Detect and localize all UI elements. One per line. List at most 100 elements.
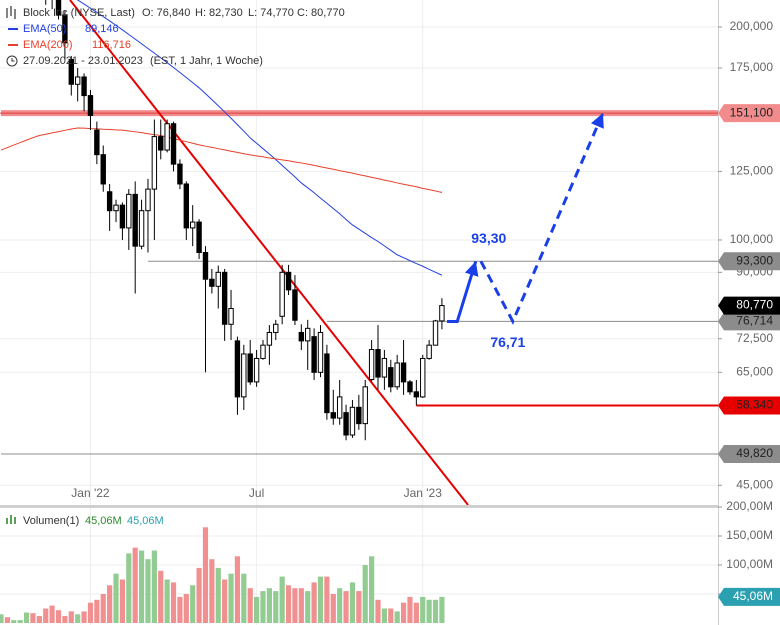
volume-bar bbox=[11, 620, 17, 623]
volume-bar bbox=[126, 553, 132, 623]
candle-body bbox=[164, 123, 170, 151]
target-label: 93,30 bbox=[471, 230, 506, 246]
candle-body bbox=[87, 95, 94, 116]
volume-bar bbox=[369, 556, 375, 623]
x-tick-label: Jul bbox=[249, 486, 264, 500]
x-tick-label: Jan '23 bbox=[404, 486, 443, 500]
candle-body bbox=[356, 406, 362, 425]
volume-bar bbox=[94, 599, 100, 623]
volume-bar bbox=[432, 599, 439, 623]
y-tick-label: 100,000 bbox=[730, 232, 774, 246]
volume-bar bbox=[285, 585, 292, 623]
volume-bar bbox=[107, 585, 113, 623]
volume-bar bbox=[0, 614, 4, 623]
level-tag: 49,820 bbox=[736, 446, 773, 460]
quote-high: H: 82,730 bbox=[195, 7, 243, 19]
volume-bar bbox=[190, 585, 196, 623]
volume-bar bbox=[119, 579, 126, 623]
y-tick-label: 175,000 bbox=[730, 60, 774, 74]
candle-body bbox=[266, 331, 273, 346]
candle-body bbox=[209, 278, 215, 287]
candle-body bbox=[285, 271, 292, 291]
legend-value: 116,716 bbox=[92, 39, 131, 51]
quote-low: L: 74,770 bbox=[248, 7, 294, 19]
volume-average: 45,06M bbox=[127, 515, 164, 527]
level-tag-bg bbox=[718, 104, 780, 123]
volume-bar bbox=[247, 588, 253, 623]
candle-body bbox=[343, 412, 349, 436]
volume-bar bbox=[164, 579, 170, 623]
candle-body bbox=[94, 129, 100, 156]
candle-body bbox=[106, 191, 113, 212]
volume-bar bbox=[439, 596, 445, 623]
candle-body bbox=[177, 163, 183, 185]
period: 27.09.2021 - 23.01.2023 bbox=[23, 55, 143, 67]
y-tick-label: 100,00M bbox=[726, 557, 773, 571]
y-tick-label: 125,000 bbox=[730, 164, 774, 178]
volume-bar bbox=[75, 614, 81, 623]
volume-bar bbox=[266, 588, 272, 623]
volume-bar bbox=[388, 608, 394, 623]
candle-body bbox=[151, 136, 158, 190]
volume-bar bbox=[170, 582, 177, 623]
legend-value: 89,146 bbox=[85, 23, 119, 35]
candle-body bbox=[221, 271, 228, 325]
volume-bar bbox=[145, 559, 151, 623]
volume-bar bbox=[36, 616, 42, 623]
volume-bar bbox=[381, 608, 387, 623]
candle-body bbox=[234, 340, 241, 398]
volume-bar bbox=[234, 556, 241, 623]
volume-bar bbox=[292, 588, 298, 623]
volume-value: 45,06M bbox=[85, 515, 122, 527]
candle-body bbox=[432, 320, 439, 346]
candle-body bbox=[247, 353, 253, 383]
volume-bar bbox=[87, 602, 94, 623]
level-tag: 151,100 bbox=[730, 105, 774, 119]
candle-body bbox=[196, 221, 202, 254]
y-tick-label: 45,000 bbox=[736, 477, 773, 491]
volume-bar bbox=[222, 579, 228, 623]
volume-tag: 45,06M bbox=[733, 589, 773, 603]
volume-bar bbox=[241, 573, 247, 623]
volume-bar bbox=[394, 611, 400, 623]
volume-bar bbox=[356, 591, 362, 623]
candle-body bbox=[100, 154, 106, 185]
volume-bar bbox=[330, 594, 336, 623]
candle-body bbox=[145, 188, 151, 212]
volume-bar bbox=[273, 591, 279, 623]
legend-title: Block Inc (NYSE, Last) bbox=[23, 7, 135, 19]
projection-path bbox=[447, 260, 478, 323]
grid bbox=[0, 0, 718, 625]
candle-body bbox=[119, 204, 126, 229]
y-tick-label: 65,000 bbox=[736, 364, 773, 378]
candle-body bbox=[273, 323, 279, 333]
last-price-tag-bg bbox=[718, 296, 780, 315]
volume-bar bbox=[279, 576, 285, 623]
candle-body bbox=[279, 271, 285, 317]
level-tag-bg bbox=[718, 445, 780, 464]
volume-bar bbox=[151, 550, 157, 623]
level-tag: 58,340 bbox=[736, 398, 773, 412]
candle-body bbox=[62, 14, 68, 44]
volume-bar bbox=[407, 596, 413, 623]
y-tick-label: 200,000 bbox=[730, 19, 774, 33]
volume-bar bbox=[158, 570, 164, 623]
volume-bar bbox=[420, 596, 426, 623]
volume-panel bbox=[0, 527, 445, 623]
candle-body bbox=[311, 336, 317, 373]
volume-tag-bg bbox=[718, 587, 780, 606]
candle-body bbox=[336, 396, 343, 419]
volume-bar bbox=[337, 588, 343, 623]
clock-hands bbox=[11, 58, 15, 62]
period-note: (EST, 1 Jahr, 1 Woche) bbox=[150, 55, 263, 67]
volume-bar bbox=[426, 599, 432, 623]
target-label: 76,71 bbox=[490, 334, 525, 350]
ema-line bbox=[0, 127, 443, 193]
level-tag-bg bbox=[718, 396, 780, 415]
volume-bar bbox=[260, 591, 266, 623]
candle-body bbox=[368, 349, 375, 380]
candle-body bbox=[305, 327, 311, 342]
candle-body bbox=[158, 136, 164, 151]
volume-bar bbox=[413, 602, 419, 623]
